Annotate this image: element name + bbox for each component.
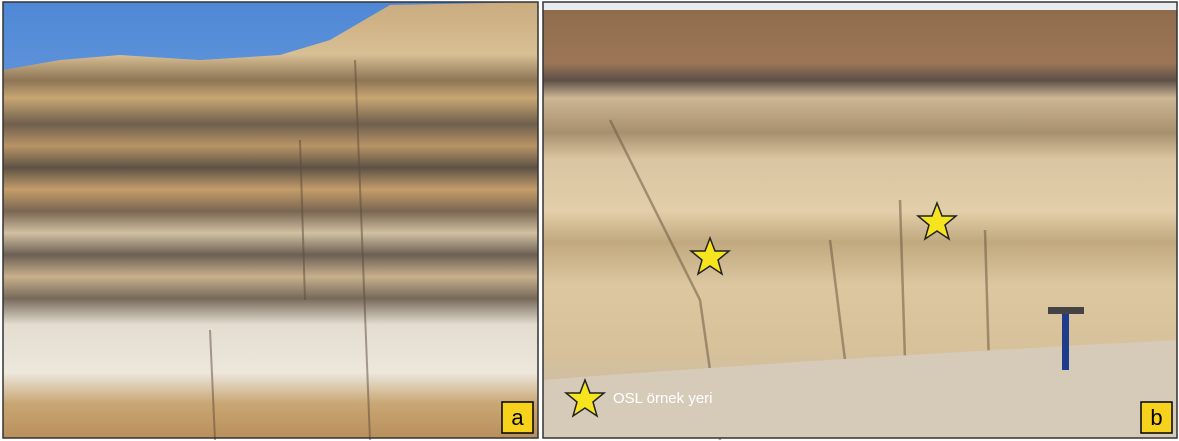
panel-b: OSL örnek yeri b xyxy=(542,1,1178,441)
panel-label-box xyxy=(501,401,534,434)
panel-a: a xyxy=(2,1,539,441)
legend-star xyxy=(563,377,607,418)
sky-strip xyxy=(543,2,1177,10)
legend-text: OSL örnek yeri xyxy=(613,390,713,407)
hammer-handle xyxy=(1062,310,1069,370)
panel-border xyxy=(2,1,539,439)
osl-star xyxy=(915,200,959,241)
panel-border xyxy=(542,1,1178,439)
outcrop xyxy=(3,2,538,438)
panel-label: b xyxy=(1150,405,1162,430)
osl-star xyxy=(688,235,732,276)
cracks xyxy=(209,59,371,441)
hammer-head xyxy=(1048,307,1084,314)
panel-label-box xyxy=(1140,401,1173,434)
scree xyxy=(543,340,1177,438)
panel-label: a xyxy=(511,405,524,430)
